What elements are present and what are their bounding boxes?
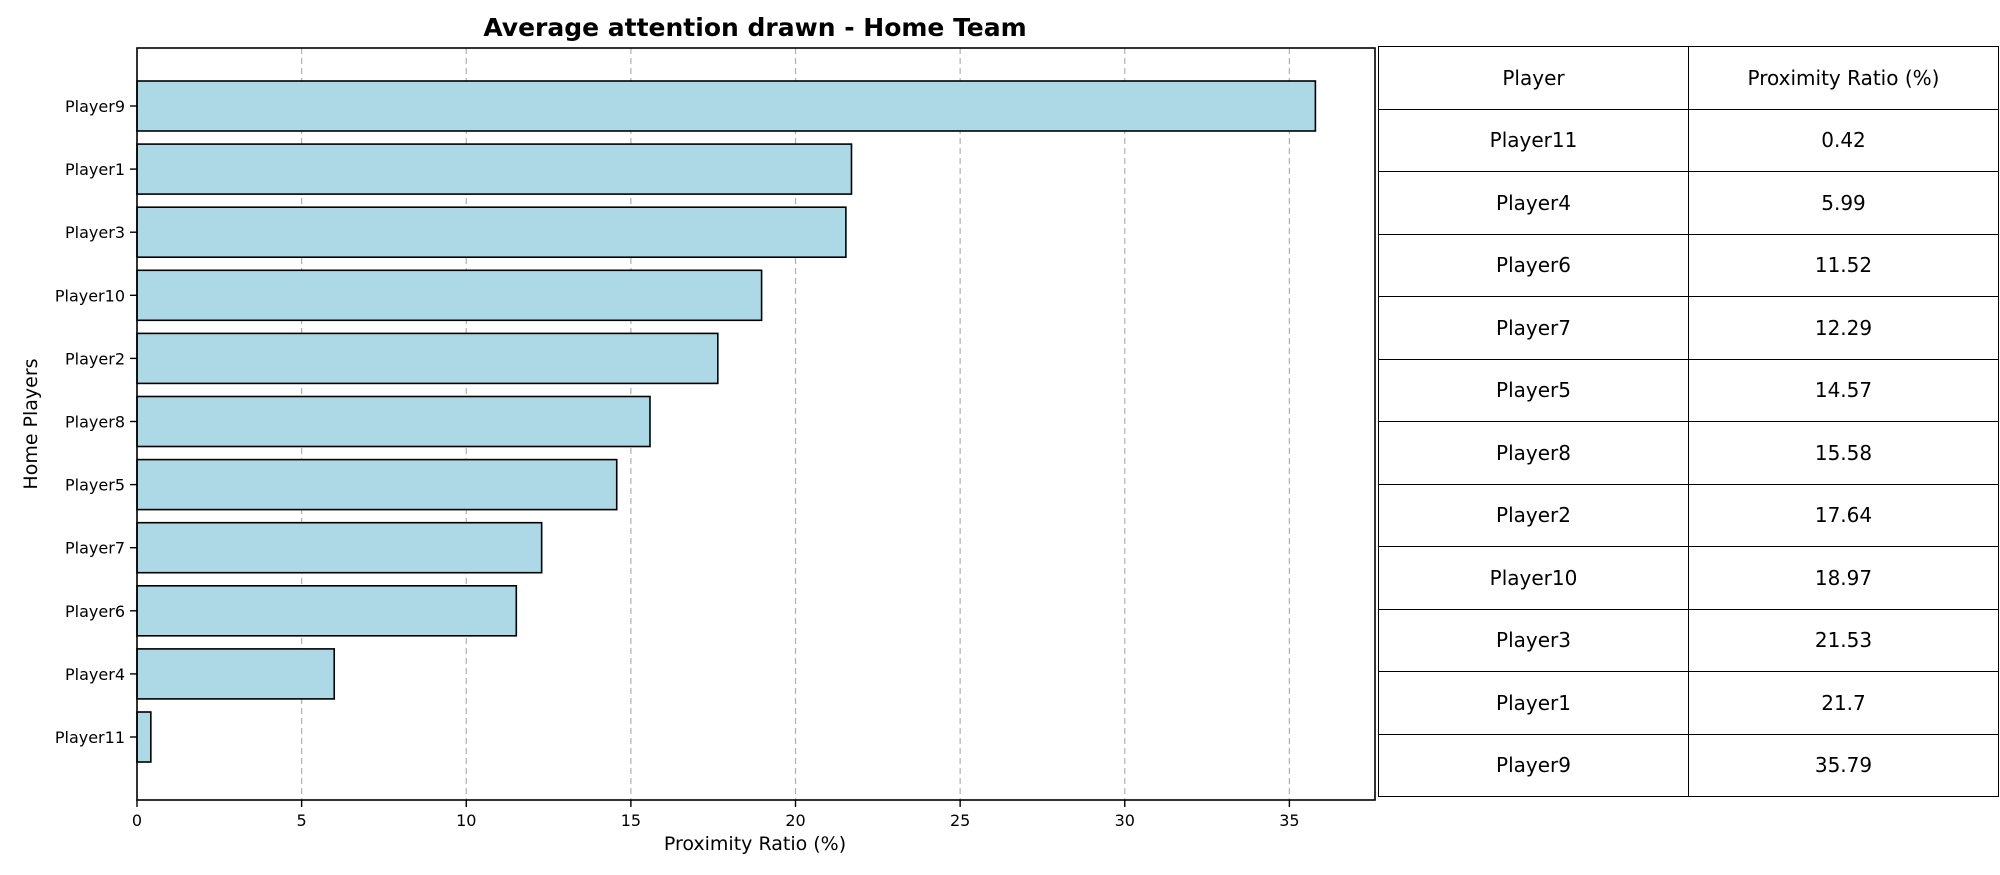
table-cell-ratio: 35.79 [1688,733,1999,797]
table-cell-ratio: 5.99 [1688,171,1999,235]
x-tick-label: 35 [1279,811,1299,830]
table-row: Player9 35.79 [1378,733,1999,797]
bar-player3 [136,206,847,258]
table-cell-player: Player2 [1378,483,1689,547]
y-tick-label: Player3 [65,223,125,242]
x-tick-label: 25 [950,811,970,830]
table-cell-player: Player7 [1378,296,1689,360]
x-tick-labels: 0 5 10 15 20 25 30 35 [132,800,1300,830]
table-cell-ratio: 21.7 [1688,671,1999,735]
y-tick-label: Player2 [65,349,125,368]
table-cell-player: Player9 [1378,733,1689,797]
bar-player2 [136,332,719,385]
table-row: Player8 15.58 [1378,421,1999,485]
table-row: Player10 18.97 [1378,546,1999,610]
x-axis-label: Proximity Ratio (%) [664,833,846,855]
bar-player7 [136,521,543,574]
bar-player1 [136,143,853,195]
x-tick-label: 20 [785,811,805,830]
table-header-ratio: Proximity Ratio (%) [1688,46,1999,110]
y-tick-label: Player9 [65,97,125,116]
table-cell-ratio: 21.53 [1688,608,1999,672]
bar-player11 [136,711,152,763]
y-tick-label: Player4 [65,665,125,684]
table-row: Player3 21.53 [1378,608,1999,672]
table-cell-player: Player6 [1378,233,1689,297]
plot-area-frame [136,47,1376,801]
y-tick-labels: Player11 Player4 Player6 Player7 Player5 Play… [55,97,137,747]
table-header-player: Player [1378,46,1689,110]
table-cell-ratio: 18.97 [1688,546,1999,610]
table-cell-player: Player10 [1378,546,1689,610]
bars [136,80,1317,763]
table-cell-ratio: 15.58 [1688,421,1999,485]
table-row: Player5 14.57 [1378,358,1999,422]
table-cell-player: Player11 [1378,108,1689,172]
bar-chart: Average attention drawn - Home Team Play… [20,13,1376,855]
x-tick-label: 10 [456,811,476,830]
table-cell-player: Player4 [1378,171,1689,235]
y-tick-label: Player7 [65,539,125,558]
x-tick-label: 5 [297,811,307,830]
y-tick-label: Player6 [65,602,125,621]
x-tick-label: 30 [1115,811,1135,830]
y-tick-label: Player5 [65,476,125,495]
table-row: Player7 12.29 [1378,296,1999,360]
table-row: Player6 11.52 [1378,233,1999,297]
table-row: Player4 5.99 [1378,171,1999,235]
table-cell-player: Player5 [1378,358,1689,422]
table-cell-player: Player8 [1378,421,1689,485]
x-tick-label: 0 [132,811,142,830]
y-tick-label: Player11 [55,728,125,747]
bar-player4 [136,648,336,700]
x-tick-label: 15 [621,811,641,830]
table-cell-ratio: 0.42 [1688,108,1999,172]
y-tick-label: Player10 [55,286,125,305]
table-row: Player1 21.7 [1378,671,1999,735]
y-tick-label: Player8 [65,413,125,432]
table-row: Player11 0.42 [1378,108,1999,172]
table-cell-ratio: 17.64 [1688,483,1999,547]
bar-player10 [136,269,763,322]
table-header-row: Player Proximity Ratio (%) [1378,46,1999,110]
table-cell-ratio: 14.57 [1688,358,1999,422]
chart-title: Average attention drawn - Home Team [483,13,1026,42]
table-cell-ratio: 12.29 [1688,296,1999,360]
table-row: Player2 17.64 [1378,483,1999,547]
bar-player8 [136,395,651,448]
y-axis-label: Home Players [20,358,42,489]
bar-player9 [136,80,1317,132]
data-table: Player Proximity Ratio (%) Player11 0.42 P… [1378,46,1999,797]
table-cell-player: Player1 [1378,671,1689,735]
table-cell-ratio: 11.52 [1688,233,1999,297]
bar-player6 [136,584,518,637]
table-cell-player: Player3 [1378,608,1689,672]
y-tick-label: Player1 [65,160,125,179]
bar-player5 [136,458,618,511]
